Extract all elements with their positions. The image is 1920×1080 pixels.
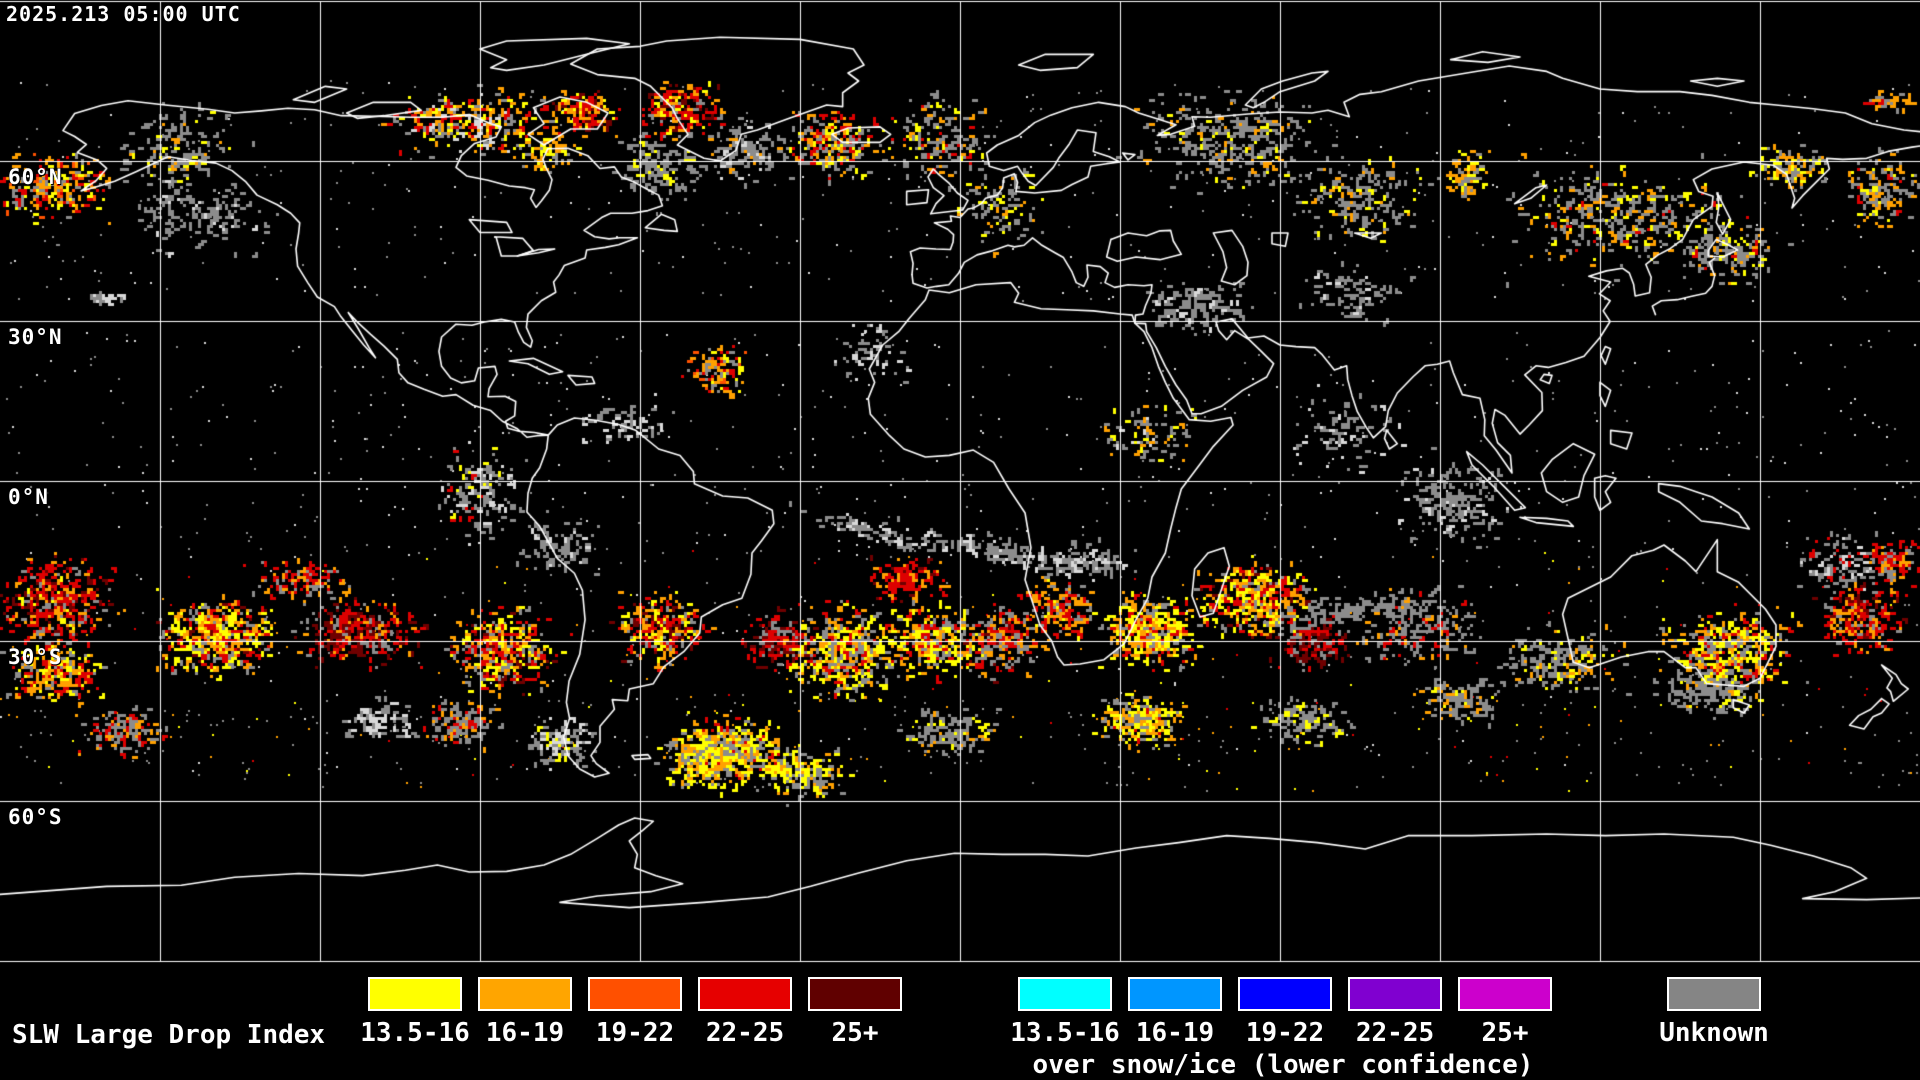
legend-label-unknown: Unknown <box>1659 1018 1769 1048</box>
legend-swatch-snow-ice-22-25 <box>1348 977 1442 1011</box>
legend-label-snow-ice-25+: 25+ <box>1481 1018 1529 1048</box>
legend-label-snow-ice-19-22: 19-22 <box>1245 1018 1325 1048</box>
legend-swatch-snow-ice-19-22 <box>1238 977 1332 1011</box>
legend-swatch-slw-16-19 <box>478 977 572 1011</box>
legend-swatch-slw-25+ <box>808 977 902 1011</box>
legend-swatch-unknown <box>1667 977 1761 1011</box>
legend-label-snow-ice-13.5-16: 13.5-16 <box>1010 1018 1120 1048</box>
legend-label-slw-22-25: 22-25 <box>705 1018 785 1048</box>
latitude-label-0n: 0°N <box>8 485 49 509</box>
legend-swatch-slw-22-25 <box>698 977 792 1011</box>
latitude-label-30s: 30°S <box>8 645 63 669</box>
latitude-label-60n: 60°N <box>8 165 63 189</box>
legend-swatch-slw-13.5-16 <box>368 977 462 1011</box>
legend-label-snow-ice-22-25: 22-25 <box>1355 1018 1435 1048</box>
legend-label-slw-13.5-16: 13.5-16 <box>360 1018 470 1048</box>
legend-caption: over snow/ice (lower confidence) <box>1032 1050 1534 1080</box>
latitude-label-30n: 30°N <box>8 325 63 349</box>
legend-swatch-snow-ice-25+ <box>1458 977 1552 1011</box>
legend-label-slw-16-19: 16-19 <box>485 1018 565 1048</box>
legend-swatch-slw-19-22 <box>588 977 682 1011</box>
legend-label-snow-ice-16-19: 16-19 <box>1135 1018 1215 1048</box>
legend-title: SLW Large Drop Index <box>12 1020 326 1050</box>
legend-label-slw-25+: 25+ <box>831 1018 879 1048</box>
legend-swatch-snow-ice-16-19 <box>1128 977 1222 1011</box>
latitude-label-60s: 60°S <box>8 805 63 829</box>
timestamp: 2025.213 05:00 UTC <box>6 2 241 26</box>
legend-swatch-snow-ice-13.5-16 <box>1018 977 1112 1011</box>
legend-label-slw-19-22: 19-22 <box>595 1018 675 1048</box>
